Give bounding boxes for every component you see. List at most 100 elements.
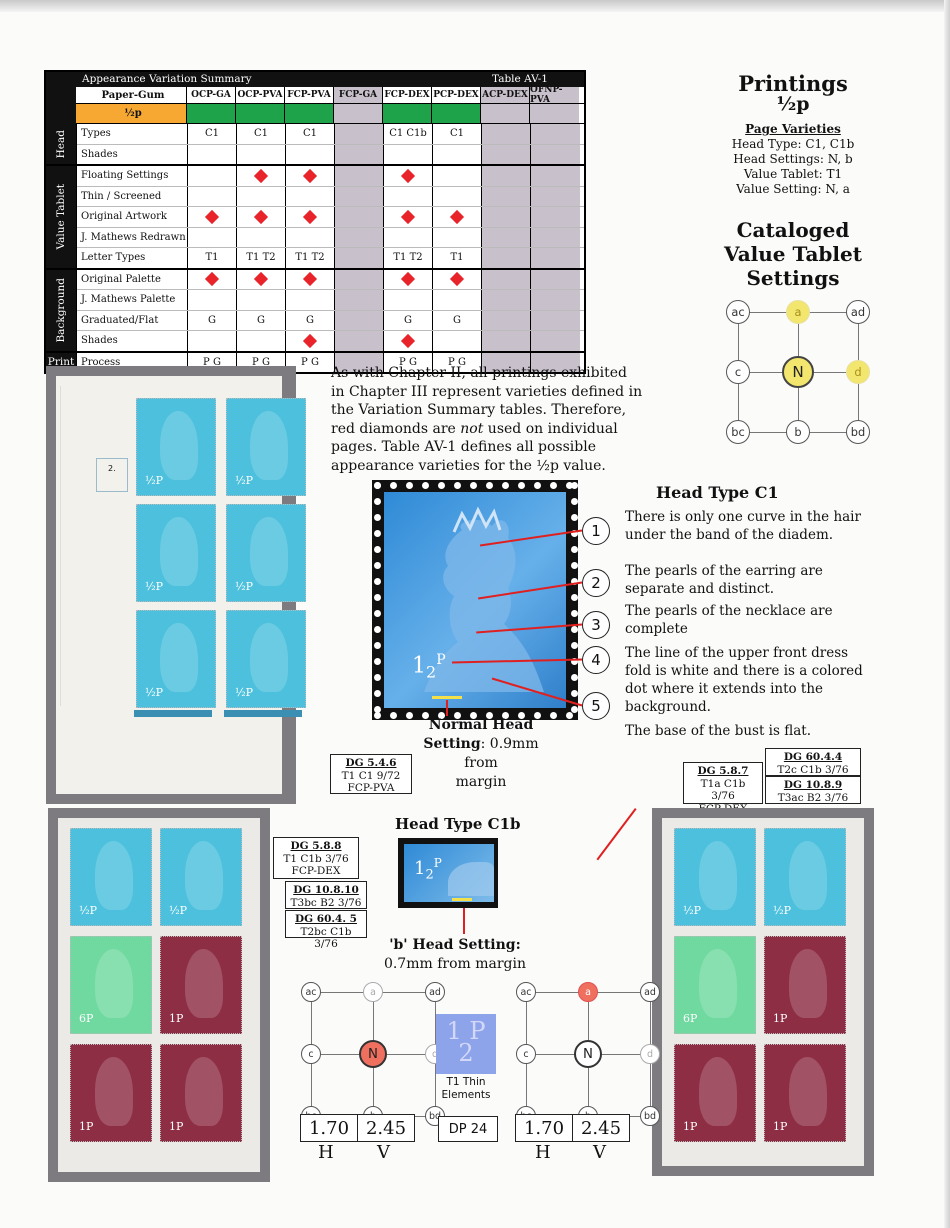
row-label: Floating Settings [77,166,188,186]
cataloged-line: Cataloged [736,218,850,242]
table-cell [531,227,580,247]
table-cell [335,186,384,206]
table-row: Original Palette [77,269,584,290]
paper-gum-label: Paper-Gum [76,87,187,103]
perforation-hole [374,578,381,585]
value-swatch [432,104,481,123]
header-pad [46,87,76,124]
value-digit: 2 [458,1039,474,1067]
perforation-hole [374,594,381,601]
stamp-image: 12P [384,492,566,708]
column-header: OFNP-PVA [530,85,579,105]
column-header: FCP-PVA [285,87,334,103]
group-name: Head [55,129,67,159]
queen-head-icon [250,622,288,692]
diamond-icon [449,209,465,224]
value-label: ½p [76,104,187,123]
table-cell [531,124,580,144]
setting-node-a: a [363,982,383,1002]
table-cell [335,227,384,247]
page-variety-line: Head Settings: N, b [733,152,853,166]
setting-text: margin [455,774,507,790]
value-swatch [481,104,530,123]
table-cell [482,290,531,310]
setting-node-ac: ac [301,982,321,1002]
stamp-value: ½P [79,904,98,917]
stamp: ½P [226,610,306,708]
queen-head-icon [699,840,738,910]
table-row: J. Mathews Redrawn [77,227,584,248]
table-cell: G [237,310,286,330]
stamp-value: 1P [79,1120,94,1133]
diamond-icon [449,272,465,287]
table-cell [384,186,433,206]
red-diamond-icon [433,207,482,227]
summary-group: Value Tablet Floating Settings Thin / Scre… [46,166,584,270]
column-header: OCP-GA [187,87,236,103]
diamond-icon [302,168,318,183]
row-label: J. Mathews Palette [77,290,188,310]
stamp: ½P [136,610,216,708]
table-cell: C1 [286,124,335,144]
table-cell: C1 [237,124,286,144]
perforation-hole [374,530,381,537]
group-rows: Floating Settings Thin / Screened Original… [77,166,584,268]
diamond-icon [302,333,318,348]
table-cell [531,186,580,206]
stamp-value: ½P [235,580,254,593]
perforation-hole [374,706,381,713]
stamp: ½P [160,828,242,926]
b-head-line: 'b' Head Setting: [389,937,521,953]
table-cell [286,144,335,164]
setting-node-bd: bd [846,420,870,444]
red-diamond-icon [188,207,237,227]
dg-line: T1 C1 9/72 [341,769,401,782]
value-row: ½p [76,104,584,124]
column-header: PCP-DEX [432,87,481,103]
queen-head-icon [160,410,198,480]
stamp: 6P [70,936,152,1034]
dg-box: DG 60.4.4 T2c C1b 3/76 [765,748,861,776]
callout-text: The pearls of the necklace are complete [625,603,833,637]
diamond-icon [253,168,269,183]
table-cell [335,144,384,164]
head-type-c1-title: Head Type C1 [656,483,779,502]
table-cell [188,166,237,186]
table-cell [335,207,384,227]
table-cell [335,124,384,144]
red-diamond-icon [286,166,335,186]
page-variety-line: Head Type: C1, C1b [731,137,855,151]
stamp: ½P [674,828,756,926]
dg-line: T1 C1b 3/76 [283,852,349,865]
perforation-hole [566,712,573,719]
setting-node-N: N [782,356,814,388]
scan-edge-top [0,0,950,12]
setting-node-ad: ad [425,982,445,1002]
diamond-icon [253,272,269,287]
table-cell [531,269,580,289]
printings-title: Printings [738,71,848,96]
red-diamond-icon [286,269,335,289]
queen-head-icon [699,948,738,1018]
diamond-icon [302,209,318,224]
stamp-value: 1P [169,1012,184,1025]
table-cell: G [433,310,482,330]
value-digit: 2 [425,867,434,883]
group-name: Value Tablet [55,183,67,250]
dg-line: T2bc C1b 3/76 [300,925,352,951]
setting-node-bc: bc [726,420,750,444]
value-swatch [285,104,334,123]
table-cell [531,352,580,372]
perforation-hole [438,712,445,719]
perforation-hole [518,482,525,489]
v-label: V [593,1142,606,1163]
page-variety-line: Value Setting: N, a [736,182,850,196]
stamp: 1P [764,936,846,1034]
perforation-hole [390,482,397,489]
callout-text: The base of the bust is flat. [625,723,811,739]
table-row: Thin / Screened [77,186,584,207]
value-swatch [334,104,383,123]
